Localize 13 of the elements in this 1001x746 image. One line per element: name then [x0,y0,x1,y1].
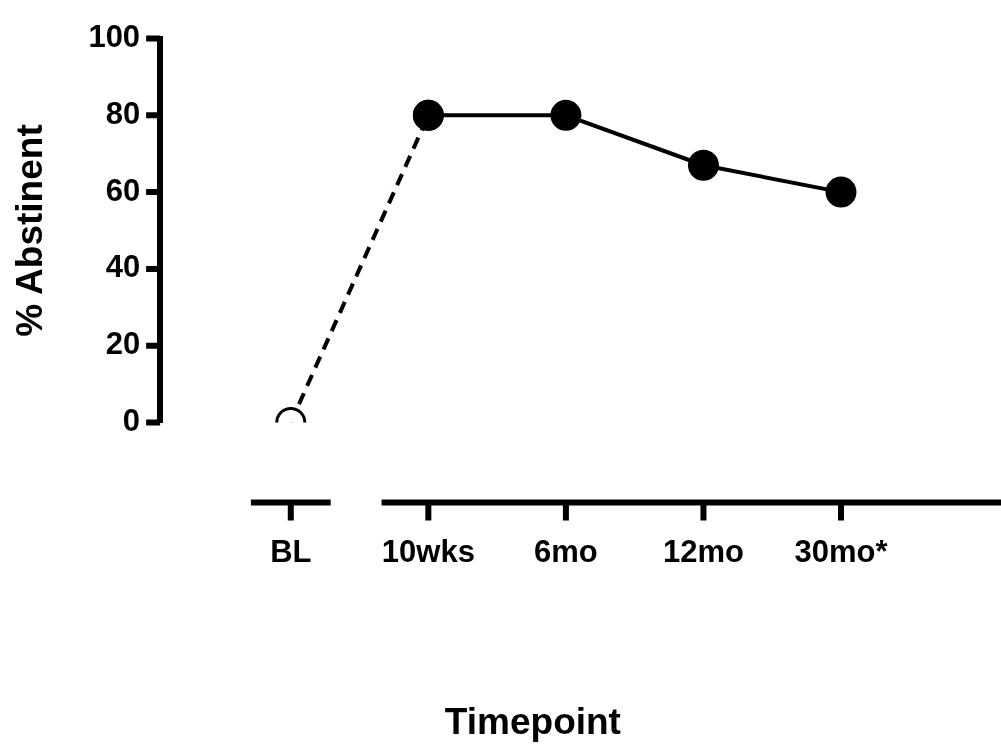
x-tick-label: 12mo [662,533,744,569]
y-tick-label: 20 [105,326,141,362]
y-tick-label: 100 [88,19,141,55]
y-tick-label: 40 [105,249,141,285]
x-tick-label: 6mo [534,533,598,569]
x-tick-label: 30mo* [794,533,889,569]
y-tick-label: 60 [105,172,141,208]
y-tick-label: 0 [122,402,141,438]
y-axis-title: % Abstinent [9,124,51,337]
y-tick-label: 80 [105,95,141,131]
x-axis-title: Timepoint [444,701,621,742]
x-tick-label: BL [270,533,312,569]
x-tick-label: 10wks [381,533,475,569]
